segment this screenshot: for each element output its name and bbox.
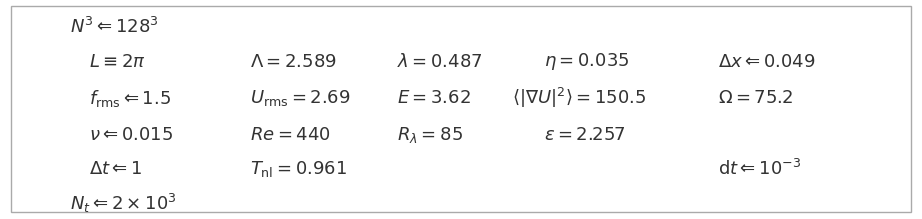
Text: $\langle|\nabla U|^2\rangle = 150.5$: $\langle|\nabla U|^2\rangle = 150.5$ [512,86,645,110]
Text: $U_{\mathrm{rms}} = 2.69$: $U_{\mathrm{rms}} = 2.69$ [250,88,350,108]
Text: $\varepsilon = 2.257$: $\varepsilon = 2.257$ [544,125,625,144]
Text: $\mathit{Re} = 440$: $\mathit{Re} = 440$ [250,125,330,144]
Text: $\mathrm{d}t \Leftarrow 10^{-3}$: $\mathrm{d}t \Leftarrow 10^{-3}$ [718,159,801,179]
Text: $\Lambda = 2.589$: $\Lambda = 2.589$ [250,53,337,71]
Text: $E = 3.62$: $E = 3.62$ [396,89,470,107]
Text: $\eta = 0.035$: $\eta = 0.035$ [544,51,629,72]
Text: $R_\lambda = 85$: $R_\lambda = 85$ [396,125,463,145]
Text: $\Delta x \Leftarrow 0.049$: $\Delta x \Leftarrow 0.049$ [718,53,816,71]
Text: $\Omega = 75.2$: $\Omega = 75.2$ [718,89,794,107]
Text: $N^3 \Leftarrow 128^3$: $N^3 \Leftarrow 128^3$ [70,17,160,37]
Text: $\nu \Leftarrow 0.015$: $\nu \Leftarrow 0.015$ [89,125,172,144]
Text: $\Delta t \Leftarrow 1$: $\Delta t \Leftarrow 1$ [89,160,142,178]
Text: $T_{\mathrm{nl}} = 0.961$: $T_{\mathrm{nl}} = 0.961$ [250,159,347,179]
Text: $\lambda = 0.487$: $\lambda = 0.487$ [396,53,482,71]
Text: $N_t \Leftarrow 2 \times 10^3$: $N_t \Leftarrow 2 \times 10^3$ [70,192,177,215]
Text: $L \equiv 2\pi$: $L \equiv 2\pi$ [89,53,146,71]
Text: $f_{\mathrm{rms}} \Leftarrow 1.5$: $f_{\mathrm{rms}} \Leftarrow 1.5$ [89,88,171,109]
